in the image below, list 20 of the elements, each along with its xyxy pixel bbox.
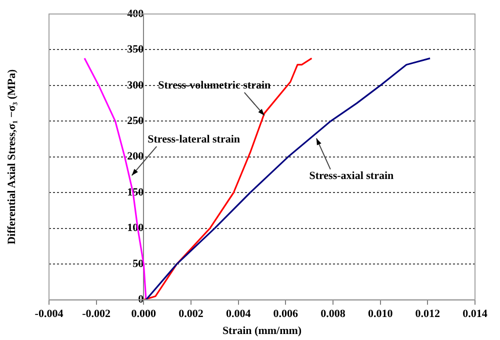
x-tick-label: -0.002: [82, 308, 112, 320]
y-tick-label: 200: [127, 150, 144, 163]
x-tick-label: -0.004: [34, 308, 64, 320]
x-tick-label: 0.000: [131, 308, 157, 320]
x-tick-label: 0.012: [415, 308, 441, 320]
x-tick-label: 0.006: [273, 308, 299, 320]
x-tick-label: 0.004: [226, 308, 252, 320]
y-tick-label: 50: [132, 258, 144, 270]
x-tick-label: 0.008: [320, 308, 346, 320]
annotation: Stress-lateral strain: [148, 133, 240, 146]
y-axis-title: Differential Axial Stress,σ₁ −σ₃ (MPa): [6, 69, 18, 244]
annotation: Stress-volumetric strain: [158, 79, 271, 92]
y-tick-label: 250: [127, 115, 144, 128]
x-axis-title: Strain (mm/mm): [222, 324, 302, 337]
annotation: Stress-axial strain: [309, 170, 394, 182]
y-tick-label: 350: [127, 44, 144, 56]
x-tick-label: 0.014: [462, 308, 488, 320]
y-tick-label: 300: [127, 79, 144, 92]
x-tick-label: 0.010: [368, 308, 394, 320]
x-tick-label: 0.002: [178, 308, 204, 320]
